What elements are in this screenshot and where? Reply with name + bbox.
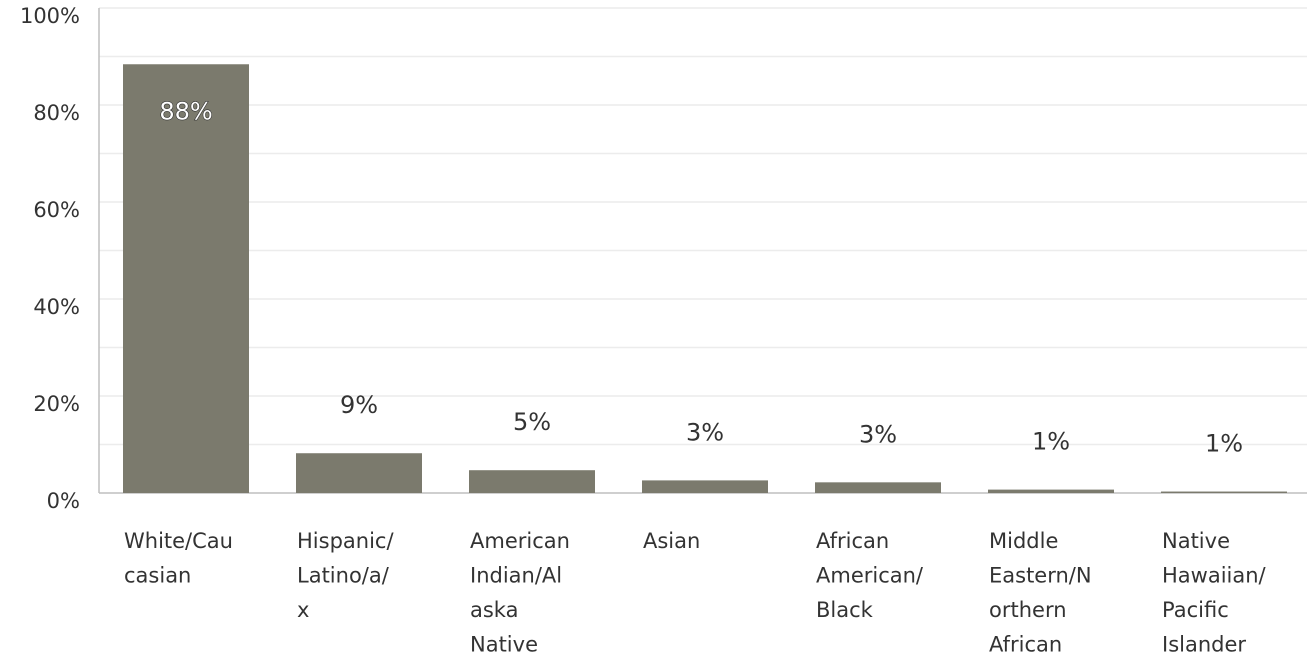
- x-tick-label-line: orthern: [989, 598, 1067, 622]
- x-tick-label-line: Middle: [989, 529, 1058, 553]
- x-tick-label-line: American/: [816, 564, 924, 588]
- data-label: 3%: [859, 420, 897, 448]
- y-tick-label: 80%: [33, 101, 80, 125]
- x-tick-label: Hispanic/Latino/a/x: [297, 529, 394, 622]
- x-tick-label-line: Pacific: [1162, 598, 1229, 622]
- x-tick-label-line: Native: [470, 633, 538, 657]
- x-tick-label: African American/Black: [816, 529, 924, 622]
- y-tick-label: 0%: [47, 489, 80, 513]
- bar: [642, 480, 768, 493]
- x-tick-label-line: casian: [124, 564, 191, 588]
- bar: [1161, 491, 1287, 493]
- x-tick-label: Native Hawaiian/Pacific Islander: [1162, 529, 1267, 657]
- x-tick-label-line: Latino/a/: [297, 564, 390, 588]
- x-tick-label-line: Asian: [643, 529, 700, 553]
- bar: [469, 470, 595, 493]
- x-tick-label: Asian: [643, 529, 700, 553]
- bar: [988, 489, 1114, 493]
- data-label: 1%: [1205, 430, 1243, 458]
- x-tick-label: American Indian/Al aska Native: [470, 529, 570, 657]
- x-tick-label-line: Hawaiian/: [1162, 564, 1267, 588]
- y-tick-label: 20%: [33, 392, 80, 416]
- data-label: 88%: [159, 97, 212, 125]
- y-tick-label: 60%: [33, 198, 80, 222]
- x-tick-label: White/Cau casian: [124, 529, 233, 588]
- x-tick-label: Middle Eastern/N orthern African: [989, 529, 1092, 657]
- x-tick-label-line: aska: [470, 598, 518, 622]
- x-tick-label-line: American: [470, 529, 570, 553]
- x-tick-label-line: x: [297, 598, 309, 622]
- y-tick-label: 40%: [33, 295, 80, 319]
- data-label: 9%: [340, 391, 378, 419]
- x-tick-label-line: Black: [816, 598, 874, 622]
- x-tick-label-line: White/Cau: [124, 529, 233, 553]
- x-tick-label-line: Native: [1162, 529, 1230, 553]
- bar: [123, 64, 249, 493]
- x-tick-label-line: Indian/Al: [470, 564, 562, 588]
- y-tick-label: 100%: [20, 4, 80, 28]
- data-label: 5%: [513, 408, 551, 436]
- data-label: 1%: [1032, 428, 1070, 456]
- data-label: 3%: [686, 418, 724, 446]
- x-tick-label-line: African: [816, 529, 889, 553]
- bar: [296, 453, 422, 493]
- bar: [815, 482, 941, 493]
- x-tick-label-line: Eastern/N: [989, 564, 1092, 588]
- x-tick-label-line: Islander: [1162, 633, 1246, 657]
- x-tick-label-line: African: [989, 633, 1062, 657]
- x-tick-label-line: Hispanic/: [297, 529, 394, 553]
